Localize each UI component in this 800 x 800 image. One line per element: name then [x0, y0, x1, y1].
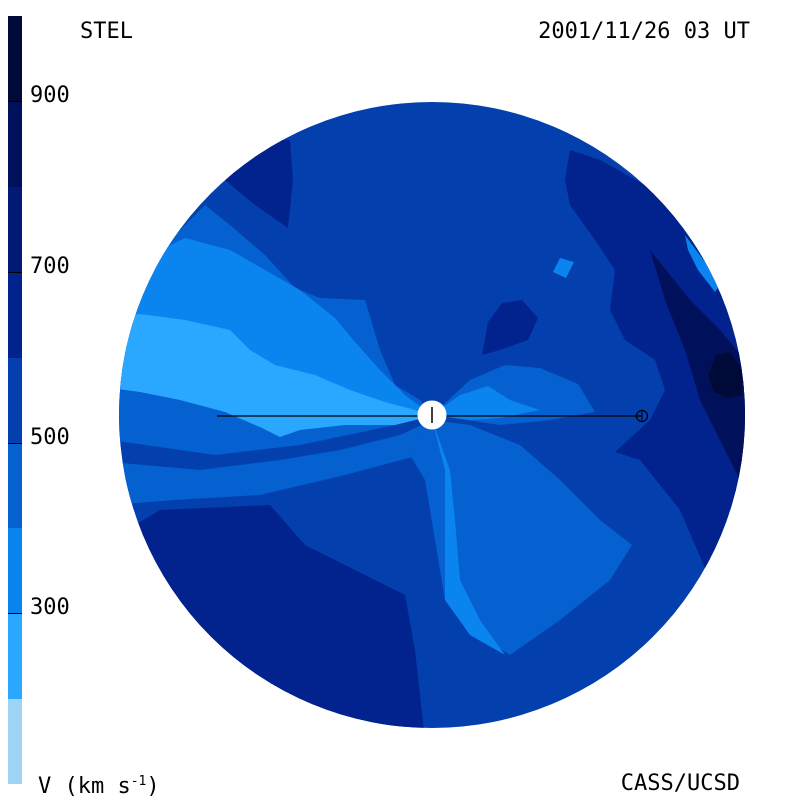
darkest-spot-right: [708, 352, 742, 398]
colorbar-tick-label: 700: [30, 254, 70, 279]
darker-region-right: [650, 250, 745, 520]
observatory-label: STEL: [80, 19, 133, 44]
colorbar-tick-mark: [8, 442, 22, 444]
colorbar-segment-0: [8, 698, 22, 785]
colorbar-segment-6: [8, 186, 22, 273]
colorbar-segment-2: [8, 528, 22, 614]
colorbar-segment-4: [8, 357, 22, 444]
lower-streamer-inner: [432, 420, 505, 655]
timestamp-label: 2001/11/26 03 UT: [538, 19, 750, 44]
colorbar-tick-label: 300: [30, 595, 70, 621]
colorbar-tick-mark: [8, 272, 22, 273]
colorbar-segment-1: [8, 613, 22, 700]
credit-label: CASS/UCSD: [620, 771, 740, 796]
light-spot-upper-right: [553, 258, 574, 278]
colorbar-segment-8: [8, 16, 22, 102]
colorbar-unit-label: V (km s-1): [38, 770, 160, 799]
colorbar-tick-mark: [8, 613, 22, 615]
colorbar-segment-7: [8, 101, 22, 188]
unit-close: ): [146, 774, 160, 799]
left-fan-lower-band: [119, 420, 432, 505]
colorbar-segment-5: [8, 272, 22, 358]
light-sliver-right: [685, 235, 720, 292]
dark-spot-center: [482, 300, 538, 355]
unit-quantity: V (km s: [38, 774, 131, 799]
unit-exponent: -1: [130, 774, 147, 789]
colorbar-tick-label: 500: [30, 424, 70, 450]
colorbar-tick-label: 900: [30, 83, 70, 109]
colorbar-tick-mark: [8, 101, 22, 103]
right-streamer-light: [432, 386, 540, 420]
velocity-colorbar: [8, 16, 22, 785]
left-fan-lightest: [119, 314, 432, 437]
colorbar-segment-3: [8, 442, 22, 529]
